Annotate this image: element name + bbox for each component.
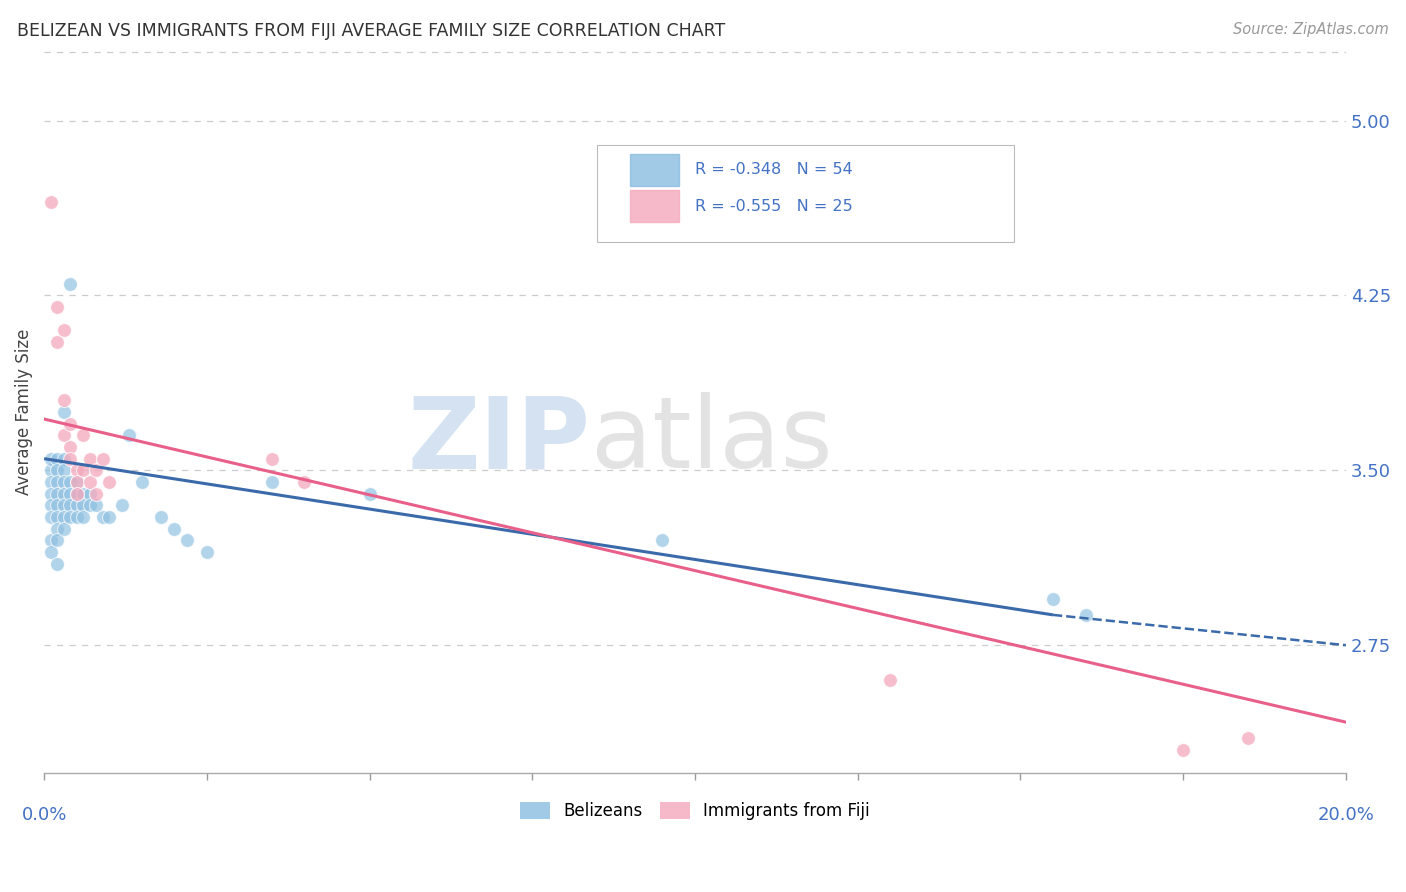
Point [46,533,69,548]
Point [66,475,89,489]
Point [84,486,107,500]
Point [1042,591,1064,606]
Text: atlas: atlas [591,392,832,490]
Point [294,475,316,489]
Point [39,195,62,210]
Point [91,510,114,524]
Point [46,522,69,536]
Point [66,510,89,524]
Point [52,405,75,419]
FancyBboxPatch shape [598,145,1014,243]
Point [72,510,94,524]
Point [39,486,62,500]
Point [46,300,69,314]
Y-axis label: Average Family Size: Average Family Size [15,329,32,495]
Point [39,510,62,524]
Point [260,475,283,489]
Point [59,510,82,524]
Bar [630,190,679,222]
Legend: Belizeans, Immigrants from Fiji: Belizeans, Immigrants from Fiji [513,795,876,827]
Point [72,486,94,500]
Point [52,463,75,477]
Point [1173,743,1195,757]
Point [111,498,134,512]
Text: 0.0%: 0.0% [21,806,67,824]
Point [79,451,101,466]
Point [66,498,89,512]
Point [79,498,101,512]
Point [98,475,121,489]
Point [39,498,62,512]
Point [131,475,153,489]
Text: BELIZEAN VS IMMIGRANTS FROM FIJI AVERAGE FAMILY SIZE CORRELATION CHART: BELIZEAN VS IMMIGRANTS FROM FIJI AVERAGE… [17,22,725,40]
Point [359,486,381,500]
Point [59,440,82,454]
Point [66,475,89,489]
Point [79,475,101,489]
Point [46,451,69,466]
Point [98,510,121,524]
Point [59,277,82,291]
Point [52,510,75,524]
Point [1237,731,1260,746]
Point [59,417,82,431]
Text: Source: ZipAtlas.com: Source: ZipAtlas.com [1233,22,1389,37]
Point [52,522,75,536]
Point [84,463,107,477]
Point [66,463,89,477]
Point [72,498,94,512]
Point [59,498,82,512]
Point [52,475,75,489]
Point [91,451,114,466]
Point [66,486,89,500]
Point [879,673,901,688]
Text: ZIP: ZIP [408,392,591,490]
Point [46,463,69,477]
Point [59,475,82,489]
Text: R = -0.348   N = 54: R = -0.348 N = 54 [695,162,853,178]
Point [46,498,69,512]
Point [84,498,107,512]
Point [195,545,218,559]
Point [46,510,69,524]
Point [39,463,62,477]
Point [52,486,75,500]
Point [46,475,69,489]
Text: 20.0%: 20.0% [1317,806,1374,824]
Point [163,522,186,536]
Point [118,428,141,442]
Point [72,428,94,442]
Point [52,393,75,408]
Point [66,486,89,500]
Point [39,475,62,489]
Point [260,451,283,466]
Point [46,557,69,571]
Point [150,510,173,524]
Point [52,498,75,512]
Point [176,533,198,548]
Point [39,533,62,548]
Point [72,463,94,477]
Point [46,335,69,350]
Point [39,451,62,466]
Point [1074,607,1097,622]
Point [52,428,75,442]
Point [59,451,82,466]
Point [79,486,101,500]
Point [59,486,82,500]
Point [46,486,69,500]
Text: R = -0.555   N = 25: R = -0.555 N = 25 [695,199,853,213]
Point [52,323,75,337]
Point [39,545,62,559]
Bar [630,153,679,186]
Point [52,451,75,466]
Point [651,533,673,548]
